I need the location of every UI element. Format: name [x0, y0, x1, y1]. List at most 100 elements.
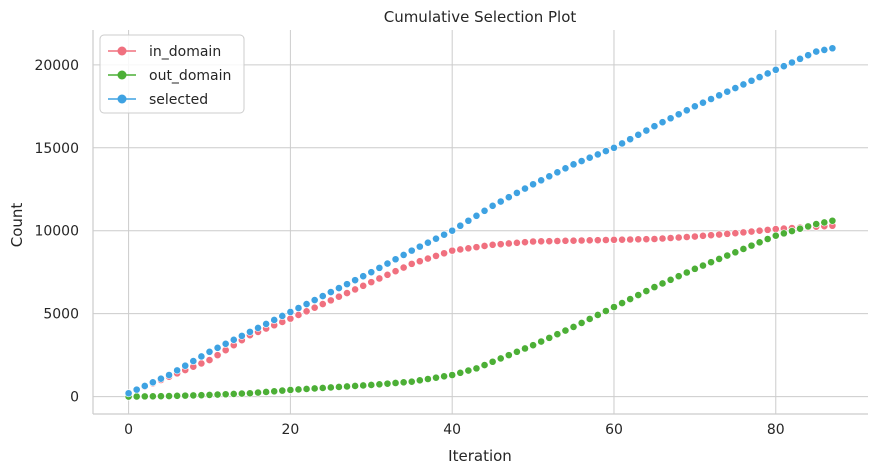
data-point	[553, 168, 562, 177]
data-point	[610, 235, 618, 244]
data-point	[448, 226, 457, 235]
data-point	[723, 229, 732, 238]
data-point	[302, 307, 311, 316]
data-point	[658, 279, 667, 288]
data-point	[407, 377, 416, 386]
data-point	[812, 47, 821, 56]
data-point	[472, 211, 481, 220]
data-point	[424, 254, 432, 263]
data-point	[294, 304, 303, 312]
data-point	[537, 337, 546, 346]
data-point	[229, 335, 238, 344]
data-point	[755, 238, 764, 247]
data-point	[545, 237, 554, 246]
data-point	[173, 366, 182, 375]
y-tick-label: 10000	[34, 224, 79, 240]
data-point	[626, 295, 635, 303]
data-point	[650, 235, 659, 243]
data-point	[278, 312, 287, 320]
data-point	[464, 366, 473, 375]
x-tick-label: 0	[124, 422, 133, 438]
data-point	[124, 389, 133, 398]
data-point	[537, 237, 546, 246]
data-point	[432, 252, 440, 260]
data-point	[132, 385, 141, 394]
axes-spines	[92, 30, 868, 415]
data-point	[650, 283, 659, 292]
data-point	[755, 226, 764, 235]
data-point	[553, 237, 562, 245]
legend-item-selected: selected	[108, 92, 208, 108]
data-point	[593, 236, 602, 245]
data-point	[480, 361, 489, 369]
legend-label: out_domain	[149, 68, 231, 84]
data-point	[682, 233, 691, 241]
data-point	[270, 316, 279, 324]
data-point	[674, 233, 683, 242]
series-in-domain	[124, 221, 837, 398]
data-point	[569, 236, 578, 245]
data-point	[682, 268, 691, 277]
data-point	[367, 268, 376, 277]
legend-marker	[117, 46, 127, 56]
data-point	[294, 311, 303, 319]
data-point	[359, 281, 368, 290]
data-point	[367, 278, 376, 287]
data-point	[642, 235, 651, 244]
data-point	[504, 193, 513, 202]
legend-label: selected	[149, 92, 208, 108]
data-point	[658, 118, 667, 127]
data-point	[407, 259, 416, 268]
data-point	[585, 315, 594, 323]
data-point	[335, 284, 343, 293]
data-point	[351, 276, 360, 285]
series-out-domain	[124, 216, 837, 401]
data-point	[205, 347, 214, 356]
data-point	[318, 300, 327, 308]
data-point	[658, 234, 667, 243]
data-point	[715, 91, 724, 100]
data-point	[682, 106, 691, 115]
data-point	[690, 232, 699, 241]
data-point	[577, 319, 586, 327]
data-point	[262, 388, 271, 396]
data-point	[569, 323, 578, 331]
data-point	[359, 272, 368, 281]
data-point	[715, 230, 724, 239]
data-point	[593, 150, 602, 159]
data-point	[739, 228, 748, 237]
data-point	[140, 382, 149, 390]
data-point	[577, 236, 586, 245]
data-point	[529, 341, 537, 350]
chart-title: Cumulative Selection Plot	[384, 8, 577, 26]
x-axis-label: Iteration	[448, 447, 512, 465]
data-point	[440, 249, 448, 258]
data-point	[755, 73, 764, 82]
data-point	[391, 379, 400, 387]
data-point	[197, 359, 206, 368]
data-point	[456, 245, 465, 254]
y-tick-label: 15000	[34, 141, 79, 157]
data-point	[699, 261, 707, 270]
data-point	[367, 381, 376, 389]
tick-labels: 0 20 40 60 80 0 5000 10000 15000 20000	[34, 58, 784, 438]
data-point	[205, 391, 214, 399]
data-point	[796, 224, 804, 233]
data-point	[213, 390, 222, 399]
data-point	[286, 386, 295, 394]
data-point	[148, 392, 157, 401]
data-point	[529, 180, 537, 189]
data-point	[448, 371, 457, 379]
data-point	[828, 44, 837, 53]
data-point	[294, 385, 303, 394]
data-point	[521, 238, 529, 247]
grid	[93, 30, 868, 414]
data-point	[237, 331, 246, 340]
data-point	[513, 347, 521, 356]
data-point	[779, 229, 788, 238]
data-point	[707, 258, 715, 267]
data-point	[456, 368, 465, 377]
data-point	[165, 371, 173, 379]
data-point	[415, 376, 424, 385]
data-point	[189, 391, 198, 400]
